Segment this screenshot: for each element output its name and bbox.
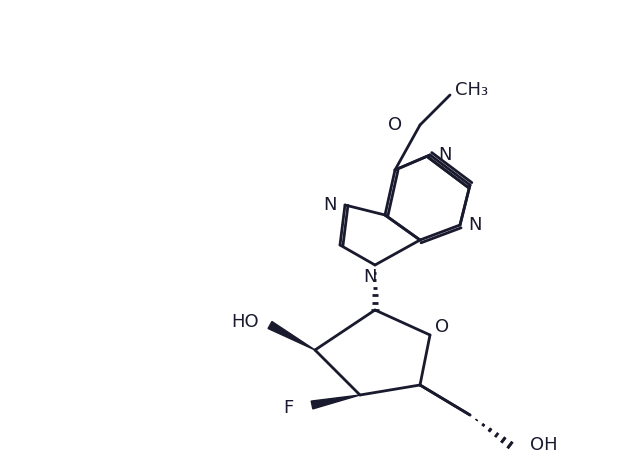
- Text: N: N: [364, 268, 377, 286]
- Text: O: O: [388, 116, 402, 134]
- Text: N: N: [438, 146, 452, 164]
- Text: N: N: [468, 216, 482, 234]
- Text: F: F: [283, 399, 293, 417]
- Text: CH₃: CH₃: [455, 81, 488, 99]
- Polygon shape: [311, 395, 360, 409]
- Polygon shape: [268, 321, 315, 350]
- Text: OH: OH: [530, 436, 557, 454]
- Text: N: N: [323, 196, 337, 214]
- Text: O: O: [435, 318, 449, 336]
- Text: HO: HO: [231, 313, 259, 331]
